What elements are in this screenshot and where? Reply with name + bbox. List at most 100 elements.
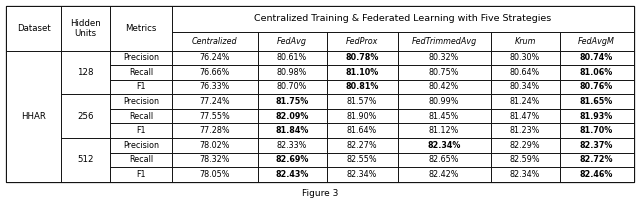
Bar [172, 65, 257, 80]
Bar [257, 32, 326, 50]
Text: 80.81%: 80.81% [346, 82, 379, 92]
Bar [257, 50, 326, 65]
Text: 81.45%: 81.45% [429, 112, 460, 121]
Bar [172, 153, 257, 167]
Text: Recall: Recall [129, 68, 153, 77]
Text: 82.29%: 82.29% [510, 141, 540, 150]
Text: FedTrimmedAvg: FedTrimmedAvg [412, 37, 477, 45]
Text: Figure 3: Figure 3 [302, 189, 338, 198]
Text: FedProx: FedProx [346, 37, 378, 45]
Bar [491, 65, 559, 80]
Text: 81.90%: 81.90% [347, 112, 378, 121]
Bar [559, 65, 634, 80]
Bar [326, 138, 397, 153]
Text: 77.55%: 77.55% [200, 112, 230, 121]
Bar [6, 50, 61, 182]
Bar [61, 138, 110, 182]
Text: Precision: Precision [123, 141, 159, 150]
Bar [326, 94, 397, 109]
Text: 81.75%: 81.75% [275, 97, 308, 106]
Text: F1: F1 [136, 126, 146, 135]
Bar [397, 80, 491, 94]
Text: 80.98%: 80.98% [277, 68, 307, 77]
Text: 80.61%: 80.61% [277, 53, 307, 62]
Text: 77.28%: 77.28% [200, 126, 230, 135]
Text: 80.99%: 80.99% [429, 97, 460, 106]
Text: Precision: Precision [123, 53, 159, 62]
Bar [110, 167, 172, 182]
Bar [172, 80, 257, 94]
Bar [257, 109, 326, 123]
Bar [110, 109, 172, 123]
Bar [257, 138, 326, 153]
Text: Centralized Training & Federated Learning with Five Strategies: Centralized Training & Federated Learnin… [254, 14, 552, 23]
Bar [491, 50, 559, 65]
Bar [257, 123, 326, 138]
Bar [559, 50, 634, 65]
Text: 78.32%: 78.32% [200, 155, 230, 164]
Text: 82.09%: 82.09% [275, 112, 308, 121]
Bar [397, 65, 491, 80]
Text: 81.47%: 81.47% [510, 112, 540, 121]
Bar [326, 32, 397, 50]
Bar [559, 109, 634, 123]
Bar [110, 123, 172, 138]
Text: 82.37%: 82.37% [580, 141, 613, 150]
Text: 82.72%: 82.72% [580, 155, 613, 164]
Bar [397, 138, 491, 153]
Text: 77.24%: 77.24% [200, 97, 230, 106]
Text: 81.12%: 81.12% [429, 126, 460, 135]
Text: HHAR: HHAR [21, 112, 46, 121]
Text: Recall: Recall [129, 155, 153, 164]
Text: F1: F1 [136, 82, 146, 92]
Bar [257, 65, 326, 80]
Text: 256: 256 [77, 112, 94, 121]
Text: Dataset: Dataset [17, 24, 51, 33]
Bar [257, 167, 326, 182]
Bar [559, 32, 634, 50]
Text: 78.02%: 78.02% [200, 141, 230, 150]
Bar [491, 80, 559, 94]
Bar [172, 50, 257, 65]
Text: 80.42%: 80.42% [429, 82, 460, 92]
Bar [491, 109, 559, 123]
Text: Hidden
Units: Hidden Units [70, 19, 101, 38]
Bar [172, 6, 634, 32]
Text: 81.10%: 81.10% [346, 68, 379, 77]
Bar [110, 138, 172, 153]
Text: 76.33%: 76.33% [200, 82, 230, 92]
Text: 81.57%: 81.57% [347, 97, 378, 106]
Text: 82.55%: 82.55% [347, 155, 378, 164]
Text: 81.65%: 81.65% [580, 97, 613, 106]
Text: 81.93%: 81.93% [580, 112, 613, 121]
Text: 81.23%: 81.23% [510, 126, 540, 135]
Text: 82.46%: 82.46% [580, 170, 613, 179]
Text: 82.65%: 82.65% [429, 155, 460, 164]
Bar [257, 153, 326, 167]
Bar [172, 123, 257, 138]
Text: 76.24%: 76.24% [200, 53, 230, 62]
Text: 81.06%: 81.06% [580, 68, 613, 77]
Text: 82.43%: 82.43% [275, 170, 308, 179]
Text: F1: F1 [136, 170, 146, 179]
Text: Recall: Recall [129, 112, 153, 121]
Bar [559, 123, 634, 138]
Bar [397, 32, 491, 50]
Bar [491, 138, 559, 153]
Text: 128: 128 [77, 68, 94, 77]
Bar [110, 50, 172, 65]
Bar [397, 94, 491, 109]
Text: 80.30%: 80.30% [510, 53, 540, 62]
Text: 81.64%: 81.64% [347, 126, 377, 135]
Bar [110, 94, 172, 109]
Bar [559, 94, 634, 109]
Text: 82.34%: 82.34% [510, 170, 540, 179]
Bar [559, 138, 634, 153]
Bar [397, 153, 491, 167]
Bar [326, 109, 397, 123]
Bar [6, 6, 61, 50]
Bar [326, 65, 397, 80]
Bar [61, 94, 110, 138]
Text: FedAvgM: FedAvgM [578, 37, 615, 45]
Text: 82.34%: 82.34% [347, 170, 378, 179]
